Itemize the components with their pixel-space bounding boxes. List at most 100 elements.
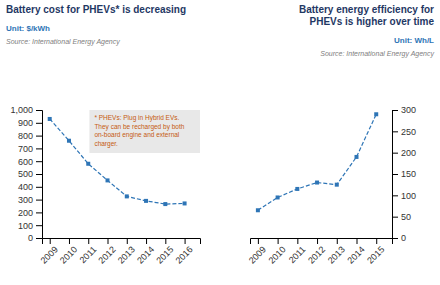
y-tick: 600 xyxy=(18,157,42,167)
y-tick-label: 0 xyxy=(401,233,406,243)
y-tick-label: 800 xyxy=(18,131,33,141)
y-axis: 0 100 200 300 400 500 600 700 800 900 1,000 xyxy=(10,105,42,243)
y-tick-label: 150 xyxy=(401,169,416,179)
x-tick: 2009 xyxy=(247,238,268,266)
y-tick: 700 xyxy=(18,144,42,154)
y-tick-label: 0 xyxy=(28,233,33,243)
data-point xyxy=(256,208,260,212)
x-tick-mark xyxy=(337,238,338,244)
data-line xyxy=(50,119,185,204)
y-tick-mark xyxy=(392,131,398,132)
x-tick-label: 2010 xyxy=(58,244,79,265)
chart: Battery energy efficiency forPHEVs is hi… xyxy=(247,4,435,266)
note: * PHEVs: Plug in Hybrid EVs.They can be … xyxy=(89,110,200,153)
data-line xyxy=(258,114,376,210)
x-tick: 2013 xyxy=(116,238,137,266)
y-tick: 200 xyxy=(392,148,416,158)
x-tick: 2012 xyxy=(306,238,327,266)
y-tick-label: 100 xyxy=(18,221,33,231)
x-tick-label: 2012 xyxy=(96,244,117,265)
title-line: PHEVs is higher over time xyxy=(310,16,435,27)
unit-label: Unit: $/kWh xyxy=(6,24,50,33)
data-point xyxy=(355,155,359,159)
y-tick: 800 xyxy=(18,131,42,141)
x-tick: 2015 xyxy=(365,238,386,266)
y-tick: 0 xyxy=(392,233,406,243)
y-tick-mark xyxy=(36,187,42,188)
x-axis-line xyxy=(43,239,201,245)
y-tick-mark xyxy=(36,174,42,175)
source-label: Source: International Energy Agency xyxy=(320,50,434,58)
x-tick-mark xyxy=(146,238,147,244)
y-tick-label: 500 xyxy=(18,169,33,179)
data-point xyxy=(183,201,187,205)
x-tick-label: 2013 xyxy=(116,244,137,265)
y-tick: 400 xyxy=(18,182,42,192)
x-tick-mark xyxy=(376,238,377,244)
plot-area xyxy=(256,112,378,212)
note-line: charger. xyxy=(94,140,118,148)
title-line: Battery cost for PHEVs* is decreasing xyxy=(6,4,186,15)
x-tick-label: 2015 xyxy=(154,244,175,265)
y-tick: 100 xyxy=(18,221,42,231)
x-tick: 2011 xyxy=(78,238,99,265)
y-tick: 1,000 xyxy=(10,105,42,115)
source-label: Source: International Energy Agency xyxy=(6,38,120,46)
x-tick: 2014 xyxy=(345,238,366,266)
x-tick: 2010 xyxy=(58,238,79,266)
note-line: * PHEVs: Plug in Hybrid EVs. xyxy=(94,114,179,122)
y-tick: 200 xyxy=(18,208,42,218)
y-axis-line xyxy=(36,111,43,239)
unit-label: Unit: Wh/L xyxy=(394,36,434,45)
x-tick-mark xyxy=(88,238,89,244)
x-axis-line xyxy=(251,239,393,245)
y-tick-mark xyxy=(36,148,42,149)
y-tick-label: 600 xyxy=(18,157,33,167)
chart-canvas: Battery cost for PHEVs* is decreasing Uni… xyxy=(0,0,440,285)
plot-area xyxy=(48,117,187,206)
y-tick-mark xyxy=(36,161,42,162)
y-tick-label: 200 xyxy=(401,148,416,158)
y-tick: 900 xyxy=(18,118,42,128)
y-tick: 0 xyxy=(28,233,42,243)
y-tick-mark xyxy=(36,238,42,239)
x-tick-mark xyxy=(258,238,259,244)
data-point xyxy=(295,187,299,191)
y-tick-mark xyxy=(36,212,42,213)
x-tick-mark xyxy=(317,238,318,244)
x-tick: 2016 xyxy=(174,238,195,266)
y-tick-label: 700 xyxy=(18,144,33,154)
y-tick-mark xyxy=(392,174,398,175)
x-tick: 2009 xyxy=(39,238,60,266)
x-tick-label: 2011 xyxy=(287,244,308,265)
y-tick: 50 xyxy=(392,212,411,222)
y-axis-line xyxy=(393,111,399,239)
y-tick: 100 xyxy=(392,191,416,201)
chart: Battery cost for PHEVs* is decreasing Uni… xyxy=(6,4,201,266)
x-tick-label: 2014 xyxy=(135,244,156,265)
y-tick-label: 900 xyxy=(18,118,33,128)
y-tick-mark xyxy=(36,200,42,201)
x-tick-label: 2011 xyxy=(78,244,99,265)
y-tick-mark xyxy=(392,153,398,154)
note-line: on-board engine and external xyxy=(94,131,179,139)
x-tick-label: 2014 xyxy=(345,244,366,265)
note-line: They can be recharged by both xyxy=(94,123,184,131)
x-tick-mark xyxy=(127,238,128,244)
data-point xyxy=(125,194,129,198)
y-tick-mark xyxy=(36,136,42,137)
note-box xyxy=(89,110,200,153)
x-tick-label: 2015 xyxy=(365,244,386,265)
title-line: Battery energy efficiency for xyxy=(299,4,434,15)
x-axis: 2009201020112012201320142015 xyxy=(247,238,393,266)
y-tick-label: 400 xyxy=(18,182,33,192)
y-tick-label: 300 xyxy=(18,195,33,205)
y-tick: 500 xyxy=(18,169,42,179)
x-tick-label: 2009 xyxy=(247,244,268,265)
data-point xyxy=(163,202,167,206)
x-tick-label: 2010 xyxy=(267,244,288,265)
note-text: * PHEVs: Plug in Hybrid EVs.They can be … xyxy=(94,114,184,148)
x-tick-mark xyxy=(108,238,109,244)
x-tick-mark xyxy=(50,238,51,244)
x-tick-mark xyxy=(297,238,298,244)
